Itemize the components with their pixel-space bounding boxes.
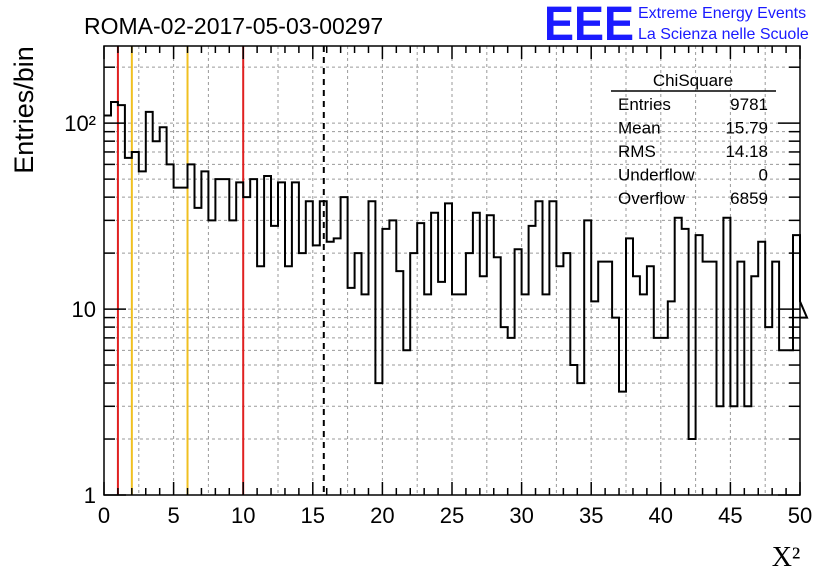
stats-value: 14.18: [725, 142, 768, 161]
marker-lines: [116, 46, 325, 495]
x-tick-labels: 0 5 10 15 20 25 30 35 40 45 50: [98, 503, 812, 528]
x-tick-label: 20: [370, 503, 394, 528]
stats-label: Overflow: [618, 189, 686, 208]
x-tick-label: 40: [649, 503, 673, 528]
y-axis-label: Entries/bin: [9, 46, 39, 174]
y-tick-label: 10: [72, 297, 96, 322]
stats-label: Mean: [618, 119, 661, 138]
x-tick-label: 50: [788, 503, 812, 528]
x-axis-label: X²: [772, 542, 801, 572]
stats-box: ChiSquare Entries 9781 Mean 15.79 RMS 14.18 Un…: [611, 71, 776, 208]
stats-label: Entries: [618, 95, 671, 114]
x-tick-label: 30: [509, 503, 533, 528]
axis-ticks: [103, 46, 801, 496]
y-tick-label: 1: [84, 483, 96, 508]
x-tick-label: 45: [718, 503, 742, 528]
stats-value: 15.79: [725, 119, 768, 138]
eee-logo-line1: Extreme Energy Events: [638, 5, 806, 22]
stats-value: 0: [759, 166, 768, 185]
y-tick-labels: 1 10 10²: [64, 111, 96, 508]
stats-title: ChiSquare: [653, 71, 733, 90]
x-tick-label: 35: [579, 503, 603, 528]
stats-label: RMS: [618, 142, 656, 161]
x-tick-label: 5: [167, 503, 179, 528]
x-tick-label: 10: [231, 503, 255, 528]
stats-value: 9781: [730, 95, 768, 114]
x-tick-label: 15: [301, 503, 325, 528]
x-tick-label: 0: [98, 503, 110, 528]
eee-logo-line2: La Scienza nelle Scuole: [638, 26, 809, 43]
stats-rows: Entries 9781 Mean 15.79 RMS 14.18 Underflow 0 Ov…: [618, 95, 768, 208]
y-tick-label: 10²: [64, 111, 96, 136]
eee-logo: EEE: [544, 0, 634, 51]
stats-label: Underflow: [618, 166, 695, 185]
histogram-series: [104, 101, 809, 440]
x-tick-label: 25: [440, 503, 464, 528]
grid: [104, 46, 800, 495]
run-title: ROMA-02-2017-05-03-00297: [84, 13, 383, 39]
stats-value: 6859: [730, 189, 768, 208]
